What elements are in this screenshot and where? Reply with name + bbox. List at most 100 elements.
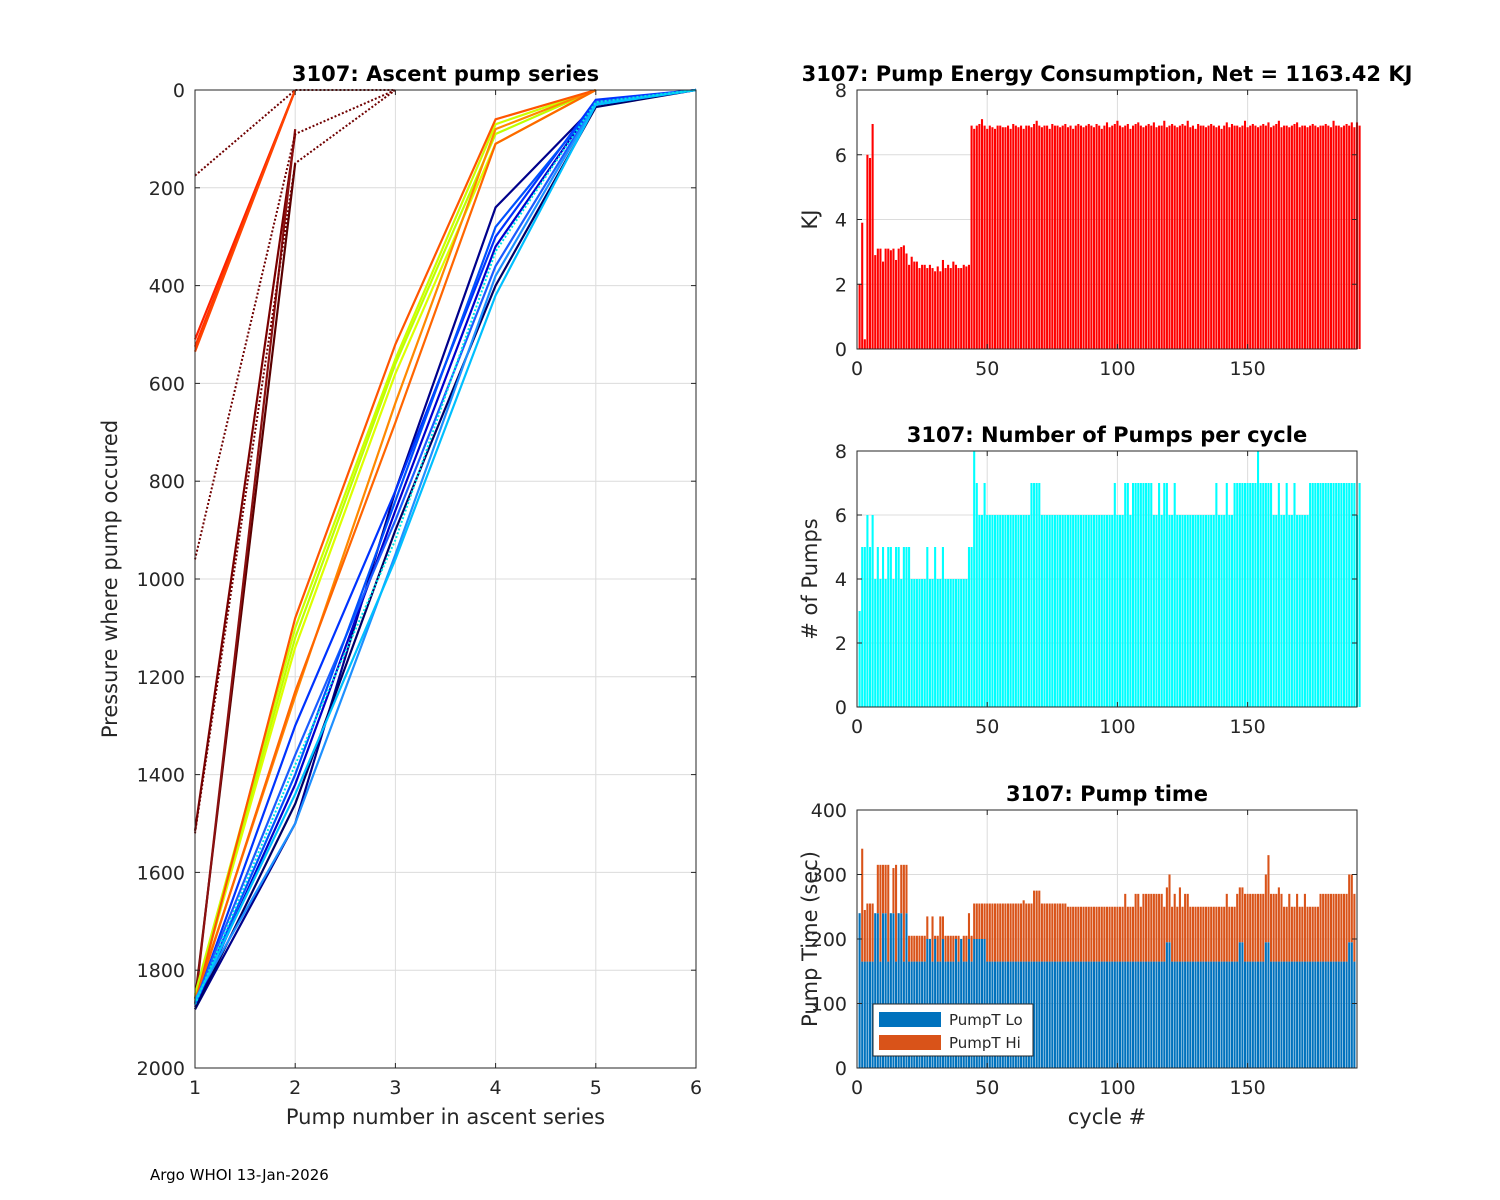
bar — [1259, 483, 1262, 707]
bar — [1277, 483, 1280, 707]
y-tick-label: 1000 — [137, 569, 185, 591]
bar — [975, 483, 978, 707]
x-tick-label: 100 — [1099, 1077, 1135, 1099]
bar — [1079, 515, 1082, 707]
bar-segment — [1087, 906, 1090, 962]
bar — [1173, 483, 1176, 707]
bar — [1358, 125, 1361, 349]
bar-segment — [1259, 961, 1262, 1068]
bar-segment — [1118, 906, 1122, 962]
bar — [858, 284, 861, 349]
bar — [986, 515, 989, 707]
series-line — [193, 89, 297, 352]
bar — [1085, 125, 1088, 349]
bar — [1152, 122, 1155, 350]
bar-segment — [1129, 906, 1132, 962]
y-tick-label: 300 — [811, 865, 847, 887]
bar — [1116, 120, 1119, 349]
bar — [1118, 125, 1122, 349]
bar-segment — [1103, 906, 1106, 962]
bar-segment — [863, 961, 866, 1068]
bar-segment — [1327, 893, 1330, 962]
bar-segment — [1184, 961, 1187, 1068]
y-tick-label: 400 — [149, 276, 185, 298]
bar — [928, 264, 931, 349]
bar-segment — [1046, 903, 1049, 962]
bar — [1197, 515, 1200, 707]
bar — [1100, 515, 1103, 707]
bar — [1059, 127, 1062, 349]
bar-segment — [1350, 942, 1353, 1068]
bar-segment — [1298, 906, 1301, 962]
bar-segment — [1100, 961, 1103, 1068]
bar-segment — [1056, 961, 1059, 1068]
footer-label: Argo WHOI 13-Jan-2026 — [150, 1166, 329, 1184]
bar — [1329, 127, 1332, 349]
bar — [863, 547, 866, 707]
bar — [1030, 127, 1033, 349]
bar-segment — [1348, 942, 1351, 1068]
bar-segment — [1129, 961, 1132, 1068]
bar — [1204, 515, 1207, 707]
bar — [1285, 125, 1288, 349]
bar — [947, 264, 950, 349]
bar — [1090, 515, 1093, 707]
bar-segment — [1259, 893, 1262, 962]
bar — [1176, 127, 1179, 349]
bar — [1048, 128, 1051, 349]
bar-segment — [1207, 961, 1210, 1068]
bar — [1145, 483, 1148, 707]
bar — [1181, 123, 1184, 350]
bar-segment — [1145, 893, 1148, 962]
x-tick-label: 0 — [851, 358, 863, 380]
bar — [1108, 515, 1111, 707]
bar-segment — [1249, 893, 1252, 962]
bar — [1007, 125, 1010, 349]
bar — [1095, 123, 1098, 350]
legend-swatch — [879, 1012, 941, 1027]
bar-segment — [1004, 903, 1007, 962]
bar — [1189, 127, 1192, 349]
bar — [908, 264, 911, 349]
bar-segment — [1066, 906, 1069, 962]
bar — [996, 515, 999, 707]
bar — [1246, 483, 1249, 707]
bar-segment — [1168, 874, 1171, 943]
bar — [1160, 125, 1163, 349]
bar-segment — [1155, 961, 1158, 1068]
bar — [1309, 125, 1312, 349]
x-tick-label: 1 — [189, 1077, 201, 1099]
bar — [1228, 127, 1231, 349]
bar-segment — [1189, 961, 1192, 1068]
bar-segment — [900, 864, 903, 914]
bar — [1223, 125, 1226, 349]
bar-segment — [1204, 961, 1207, 1068]
bar — [918, 268, 921, 349]
bar-segment — [1191, 961, 1194, 1068]
bar — [1199, 515, 1202, 707]
bar-segment — [897, 913, 900, 1068]
series-line — [194, 88, 697, 1010]
bar — [1046, 515, 1049, 707]
bar — [884, 579, 887, 707]
bar — [1233, 483, 1236, 707]
bar — [1207, 515, 1210, 707]
bar-segment — [1350, 874, 1353, 943]
bar — [1199, 125, 1202, 349]
bar — [1066, 127, 1069, 349]
bar — [939, 271, 942, 349]
bar-segment — [1322, 893, 1325, 962]
bar — [1033, 483, 1036, 707]
bar-segment — [1040, 903, 1043, 962]
bar — [1139, 125, 1142, 349]
bar-segment — [1217, 961, 1221, 1068]
bar — [1257, 451, 1260, 707]
bar — [931, 268, 934, 349]
bar-segment — [1160, 961, 1163, 1068]
bar — [861, 547, 864, 707]
bar — [1139, 483, 1142, 707]
bar-segment — [1158, 961, 1161, 1068]
bar — [1283, 125, 1286, 349]
